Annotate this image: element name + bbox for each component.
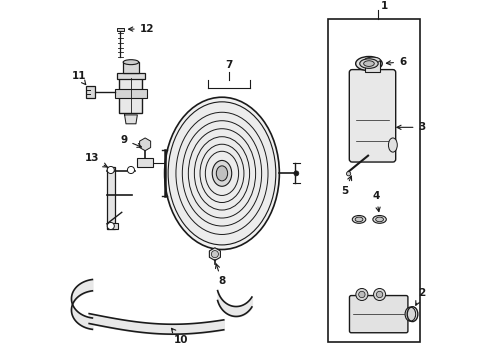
- Ellipse shape: [216, 166, 228, 181]
- Bar: [117, 28, 123, 31]
- Ellipse shape: [360, 59, 378, 68]
- Ellipse shape: [212, 161, 232, 186]
- Ellipse shape: [365, 57, 380, 63]
- Circle shape: [373, 288, 386, 301]
- Bar: [115, 89, 147, 98]
- Text: 9: 9: [121, 135, 142, 147]
- Text: 1: 1: [381, 1, 389, 11]
- Text: 13: 13: [84, 153, 107, 167]
- Text: 8: 8: [216, 264, 225, 287]
- Text: 3: 3: [397, 122, 426, 132]
- Ellipse shape: [165, 97, 279, 249]
- Bar: [137, 158, 153, 167]
- Circle shape: [356, 288, 368, 301]
- Text: 12: 12: [128, 24, 154, 34]
- Ellipse shape: [355, 217, 363, 222]
- Text: 11: 11: [72, 71, 86, 85]
- Text: 6: 6: [387, 57, 406, 67]
- Text: 2: 2: [416, 288, 426, 305]
- Ellipse shape: [356, 57, 382, 71]
- Ellipse shape: [376, 217, 384, 222]
- Ellipse shape: [389, 138, 397, 152]
- Bar: [107, 167, 115, 229]
- Circle shape: [359, 291, 365, 298]
- Bar: [120, 78, 143, 113]
- Circle shape: [346, 172, 351, 176]
- Ellipse shape: [405, 307, 416, 321]
- Circle shape: [107, 222, 114, 230]
- Bar: [328, 19, 420, 342]
- Bar: [117, 73, 145, 79]
- Ellipse shape: [168, 102, 276, 245]
- FancyBboxPatch shape: [349, 69, 396, 162]
- Bar: [123, 62, 139, 73]
- Text: 7: 7: [225, 60, 233, 70]
- Circle shape: [127, 166, 134, 174]
- Circle shape: [211, 251, 219, 258]
- Text: 4: 4: [372, 192, 380, 212]
- Circle shape: [376, 291, 383, 298]
- Text: 5: 5: [342, 176, 352, 196]
- Ellipse shape: [123, 60, 139, 65]
- Bar: [365, 60, 380, 72]
- Text: 10: 10: [172, 328, 189, 345]
- FancyBboxPatch shape: [349, 296, 408, 333]
- Polygon shape: [124, 115, 137, 124]
- Ellipse shape: [352, 216, 366, 223]
- Bar: [107, 223, 118, 229]
- Circle shape: [294, 171, 299, 176]
- Ellipse shape: [373, 216, 386, 223]
- Ellipse shape: [364, 61, 374, 66]
- Bar: [86, 86, 95, 98]
- Circle shape: [107, 166, 114, 174]
